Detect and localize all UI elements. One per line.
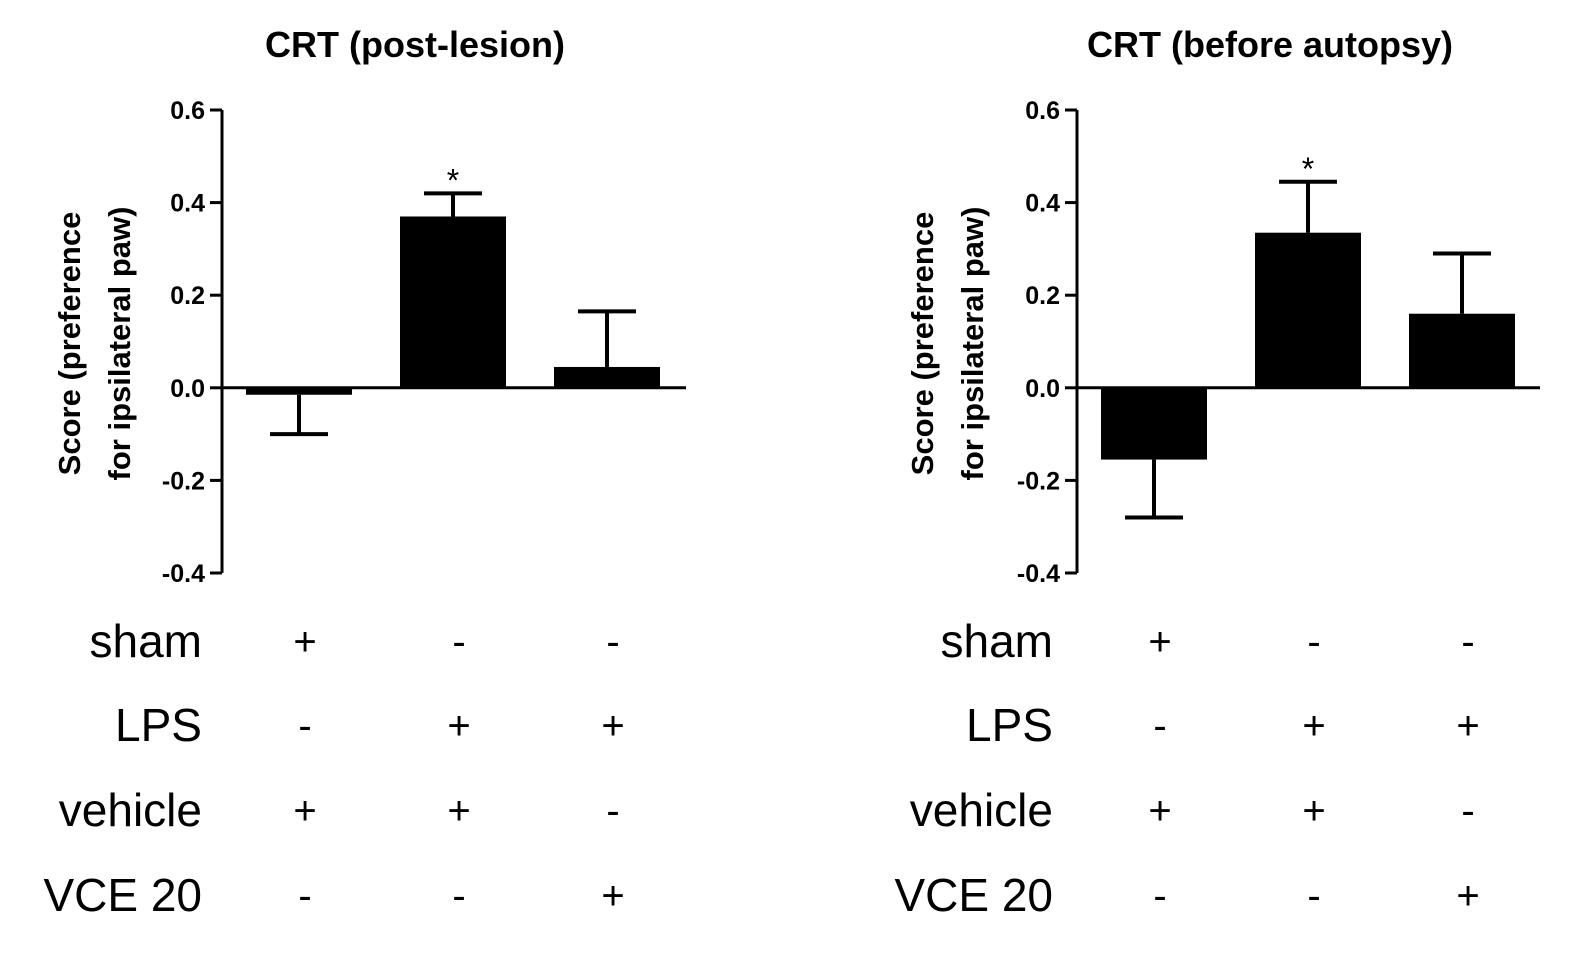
y-axis-label: Score (preference (905, 212, 940, 476)
condition-sign: + (601, 704, 624, 748)
chart-panel-2: CRT (before autopsy) 0.6 0.4 0.2 0.0 -0.2 -0.4… (894, 24, 1540, 921)
condition-label: VCE 20 (43, 869, 202, 921)
condition-sign: - (1307, 620, 1320, 664)
condition-sign: + (447, 704, 470, 748)
y-tick-label: 0.0 (170, 375, 205, 403)
y-axis-label: for ipsilateral paw) (955, 207, 990, 481)
y-tick-label: 0.2 (170, 282, 205, 310)
y-axis-label: for ipsilateral paw) (102, 207, 137, 481)
condition-label: vehicle (59, 784, 202, 836)
bar (400, 216, 506, 388)
condition-sign: - (452, 874, 465, 918)
condition-sign: + (1302, 704, 1325, 748)
condition-sign: + (293, 789, 316, 833)
significance-marker: * (447, 162, 459, 198)
condition-label: VCE 20 (894, 869, 1053, 921)
y-tick-label: 0.4 (170, 190, 205, 218)
condition-sign: + (1302, 789, 1325, 833)
chart-panel-1: CRT (post-lesion) 0.6 0.4 0.2 0.0 -0.2 -0.4 Sco… (43, 24, 686, 921)
condition-sign: - (606, 789, 619, 833)
condition-sign: - (1307, 874, 1320, 918)
y-tick-label: 0.0 (1025, 375, 1060, 403)
condition-sign: - (1153, 704, 1166, 748)
condition-sign: - (452, 620, 465, 664)
y-tick-label: 0.6 (1025, 97, 1060, 125)
chart-title: CRT (post-lesion) (265, 24, 565, 65)
condition-sign: - (298, 704, 311, 748)
condition-sign: - (1461, 620, 1474, 664)
condition-label: vehicle (910, 784, 1053, 836)
condition-sign: - (1153, 874, 1166, 918)
y-tick-label: -0.4 (1017, 560, 1060, 588)
y-tick-label: -0.2 (1017, 467, 1060, 495)
chart-title: CRT (before autopsy) (1087, 24, 1453, 65)
bar (1255, 232, 1361, 388)
bar (554, 366, 660, 388)
y-tick-label: -0.2 (162, 467, 205, 495)
condition-sign: - (606, 620, 619, 664)
y-tick-label: 0.2 (1025, 282, 1060, 310)
condition-label: sham (90, 615, 202, 667)
condition-sign: + (1456, 704, 1479, 748)
bar (246, 387, 352, 395)
y-axis-label: Score (preference (52, 212, 87, 476)
y-tick-label: 0.4 (1025, 190, 1060, 218)
condition-label: LPS (966, 699, 1053, 751)
condition-sign: - (1461, 789, 1474, 833)
y-tick-label: 0.6 (170, 97, 205, 125)
bar (1409, 313, 1515, 388)
significance-marker: * (1302, 151, 1314, 187)
bar (1101, 387, 1207, 460)
condition-label: LPS (115, 699, 202, 751)
condition-sign: + (447, 789, 470, 833)
condition-sign: + (601, 874, 624, 918)
condition-label: sham (941, 615, 1053, 667)
y-tick-label: -0.4 (162, 560, 205, 588)
condition-sign: + (1456, 874, 1479, 918)
condition-sign: - (298, 874, 311, 918)
condition-sign: + (293, 620, 316, 664)
condition-sign: + (1148, 789, 1171, 833)
condition-sign: + (1148, 620, 1171, 664)
